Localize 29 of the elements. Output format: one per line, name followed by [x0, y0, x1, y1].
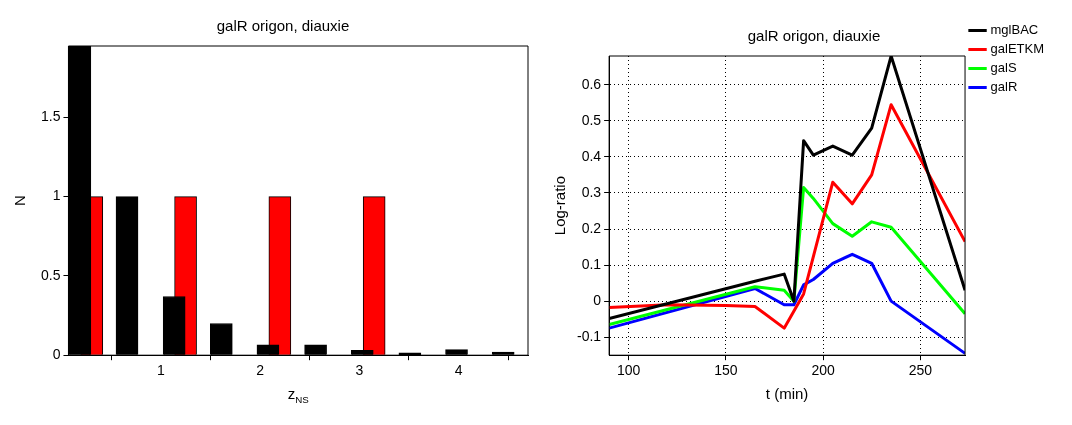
y-tick-label: 1 [52, 187, 61, 204]
y-tick-label: 0.6 [581, 75, 602, 92]
legend-label: mglBAC [990, 22, 1039, 38]
x-tick-label: 150 [714, 362, 738, 379]
chart-title: galR origon, diauxie [747, 27, 881, 45]
y-tick-label: -0.1 [577, 328, 602, 345]
legend-label: galS [990, 60, 1017, 76]
y-tick-label: 0.3 [581, 183, 602, 200]
y-tick-label: 1.5 [40, 108, 61, 125]
chart-title: galR origon, diauxie [216, 17, 350, 35]
x-tick-label: 250 [908, 362, 933, 379]
x-tick-label: 4 [454, 362, 463, 379]
x-tick-label: 2 [256, 362, 265, 379]
y-tick-label: 0 [52, 346, 61, 363]
legend-label: galR [990, 79, 1018, 95]
x-tick-label: 200 [811, 362, 835, 379]
y-tick-label: 0.5 [40, 266, 61, 283]
y-axis-title: Log-ratio [551, 176, 569, 236]
y-tick-label: 0.1 [581, 255, 602, 272]
x-tick-label: 100 [616, 362, 641, 379]
x-tick-label: 3 [355, 362, 364, 379]
x-tick-label: 1 [156, 362, 165, 379]
y-tick-label: 0.4 [581, 147, 602, 164]
y-tick-label: 0.2 [581, 219, 602, 236]
y-tick-label: 0.5 [581, 111, 602, 128]
y-tick-label: 0 [593, 291, 602, 308]
y-axis-title: N [10, 195, 28, 207]
legend-label: galETKM [990, 41, 1045, 57]
x-axis-title: t (min) [765, 385, 809, 403]
